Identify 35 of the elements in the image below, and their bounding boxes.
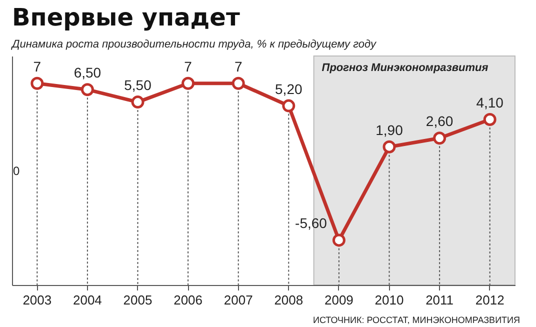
point	[182, 76, 195, 90]
data-label: -5,60	[295, 215, 328, 232]
x-tick-label: 2004	[72, 292, 102, 308]
x-tick-label: 2003	[22, 292, 52, 308]
x-tick-label: 2007	[224, 292, 253, 308]
x-tick-label: 2005	[123, 292, 152, 308]
data-label: 1,90	[376, 122, 404, 138]
x-tick-label: 2012	[475, 292, 504, 308]
point	[131, 96, 144, 109]
point	[382, 140, 396, 154]
text: ИСТОЧНИК: РОССТАТ, МИНЭКОНОМРАЗВИТИЯ	[312, 315, 520, 325]
chart-title: Впервые упадет	[12, 4, 240, 32]
x-tick-label: 2006	[174, 292, 203, 308]
data-label: 7	[33, 58, 42, 74]
band-label: Прогноз Минэкономразвития	[322, 62, 489, 74]
x-tick-label: 2010	[374, 292, 404, 308]
data-label: 2,60	[426, 113, 454, 130]
data-label: 7	[184, 58, 192, 74]
point	[80, 83, 94, 96]
data-label: 6,50	[74, 64, 102, 81]
annotation: 0	[13, 164, 20, 178]
point	[483, 112, 496, 126]
x-tick-label: 2009	[324, 292, 354, 308]
x-tick-label: 2011	[426, 292, 454, 308]
data-label: 7	[234, 58, 242, 74]
point	[282, 99, 296, 112]
point	[232, 76, 245, 90]
point	[332, 234, 346, 247]
x-tick-label: 2008	[274, 292, 304, 308]
chart-subtitle: Динамика роста производительности труда, % к предыдущему году	[10, 38, 378, 50]
data-label: 5,20	[275, 80, 302, 97]
point	[433, 132, 446, 145]
data-label: 5,50	[124, 77, 152, 94]
data-label: 4,10	[476, 94, 504, 110]
point	[30, 76, 44, 90]
